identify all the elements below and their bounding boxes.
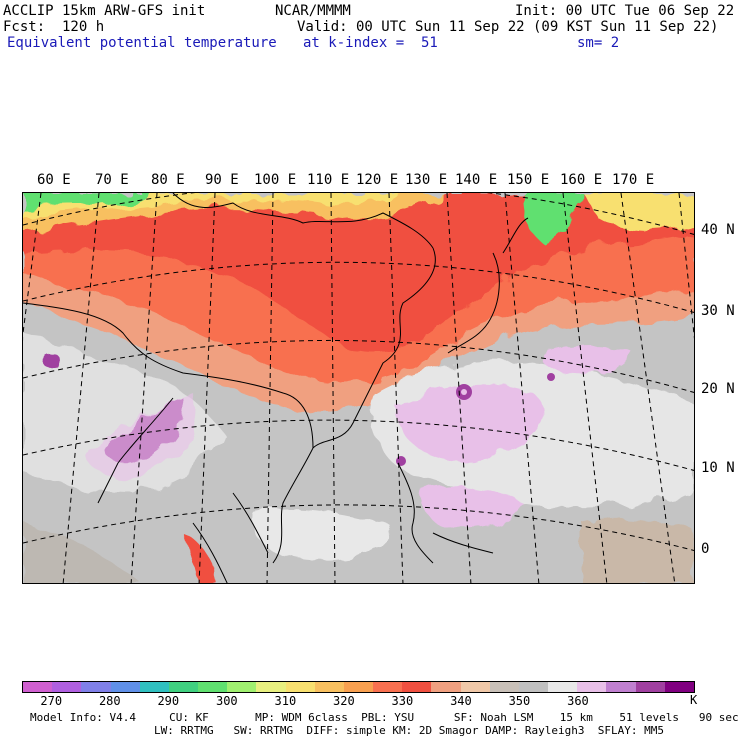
lon-label: 100 E	[254, 172, 297, 188]
colorbar-tick-label: 300	[215, 694, 238, 708]
colorbar-swatch	[23, 682, 53, 692]
colorbar-tick-label: 290	[157, 694, 180, 708]
colorbar-tick-label: 330	[391, 694, 414, 708]
colorbar-swatch	[489, 682, 519, 692]
init-time: Init: 00 UTC Tue 06 Sep 22	[515, 3, 735, 19]
colorbar-swatch	[81, 682, 111, 692]
colorbar-tick-label: 310	[274, 694, 297, 708]
model-info-line1: Model Info: V4.4 CU: KF MP: WDM 6class P…	[30, 711, 739, 724]
colorbar-swatch	[606, 682, 636, 692]
colorbar-swatch	[168, 682, 199, 692]
valid-time: Valid: 00 UTC Sun 11 Sep 22 (09 KST Sun …	[297, 19, 719, 35]
colorbar-swatch	[577, 682, 607, 692]
lon-label: 150 E	[507, 172, 550, 188]
colorbar-swatch	[460, 682, 490, 692]
colorbar-swatch	[402, 682, 432, 692]
lon-label: 80 E	[151, 172, 185, 188]
forecast-hour: Fcst: 120 h	[3, 19, 105, 35]
colorbar-swatch	[635, 682, 665, 692]
colorbar-swatch	[256, 682, 286, 692]
colorbar-tick-label: 280	[98, 694, 121, 708]
lon-label: 130 E	[405, 172, 448, 188]
colorbar-tick-label: 340	[450, 694, 472, 708]
lon-label: 110 E	[307, 172, 350, 188]
lat-label: 0	[701, 541, 710, 557]
colorbar-swatch	[314, 682, 344, 692]
colorbar-swatch	[664, 682, 694, 692]
colorbar-swatch	[431, 682, 461, 692]
lon-label: 170 E	[612, 172, 655, 188]
colorbar-swatch	[198, 682, 228, 692]
colorbar-swatch	[343, 682, 374, 692]
lon-label: 160 E	[560, 172, 603, 188]
model-info-line2: LW: RRTMG SW: RRTMG DIFF: simple KM: 2D …	[154, 724, 664, 737]
field-name: Equivalent potential temperature	[7, 35, 277, 51]
colorbar-swatch	[373, 682, 403, 692]
map-panel	[22, 192, 695, 584]
colorbar-swatch	[110, 682, 140, 692]
colorbar-tick-label: 320	[333, 694, 355, 708]
colorbar-swatch	[52, 682, 82, 692]
field-regions	[23, 193, 694, 583]
lon-label: 140 E	[455, 172, 498, 188]
colorbar-tick-label: 350	[508, 694, 531, 708]
lon-label: 90 E	[205, 172, 239, 188]
colorbar-swatch	[518, 682, 549, 692]
colorbar-unit: K	[690, 693, 698, 707]
colorbar-swatch	[227, 682, 257, 692]
coastlines	[23, 193, 529, 583]
level-label: at k-index = 51	[303, 35, 438, 51]
lon-label: 70 E	[95, 172, 129, 188]
model-title: ACCLIP 15km ARW-GFS init	[3, 3, 206, 19]
colorbar-swatch	[139, 682, 169, 692]
colorbar-tick-label: 270	[40, 694, 63, 708]
lon-label: 60 E	[37, 172, 71, 188]
colorbar	[22, 681, 695, 693]
map-field	[23, 193, 694, 583]
org-label: NCAR/MMMM	[275, 3, 351, 19]
lat-label: 30 N	[701, 303, 735, 319]
lon-label: 120 E	[356, 172, 399, 188]
smoothing-label: sm= 2	[577, 35, 620, 51]
colorbar-swatch	[285, 682, 315, 692]
lat-label: 10 N	[701, 460, 735, 476]
graticule	[23, 193, 694, 583]
lat-label: 40 N	[701, 222, 735, 238]
colorbar-tick-label: 360	[567, 694, 589, 708]
colorbar-swatch	[548, 682, 578, 692]
lat-label: 20 N	[701, 381, 735, 397]
